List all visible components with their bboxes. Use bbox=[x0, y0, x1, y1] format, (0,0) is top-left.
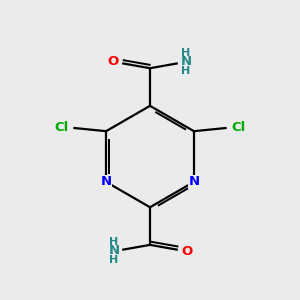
Text: O: O bbox=[107, 55, 119, 68]
Text: Cl: Cl bbox=[54, 122, 68, 134]
Text: N: N bbox=[108, 244, 120, 257]
Text: N: N bbox=[180, 56, 192, 68]
Text: H: H bbox=[110, 255, 118, 265]
Text: H: H bbox=[110, 237, 118, 247]
Text: Cl: Cl bbox=[232, 122, 246, 134]
Text: N: N bbox=[188, 176, 200, 188]
Text: H: H bbox=[182, 48, 190, 58]
Text: H: H bbox=[182, 67, 190, 76]
Text: N: N bbox=[100, 176, 112, 188]
Text: O: O bbox=[181, 245, 193, 258]
